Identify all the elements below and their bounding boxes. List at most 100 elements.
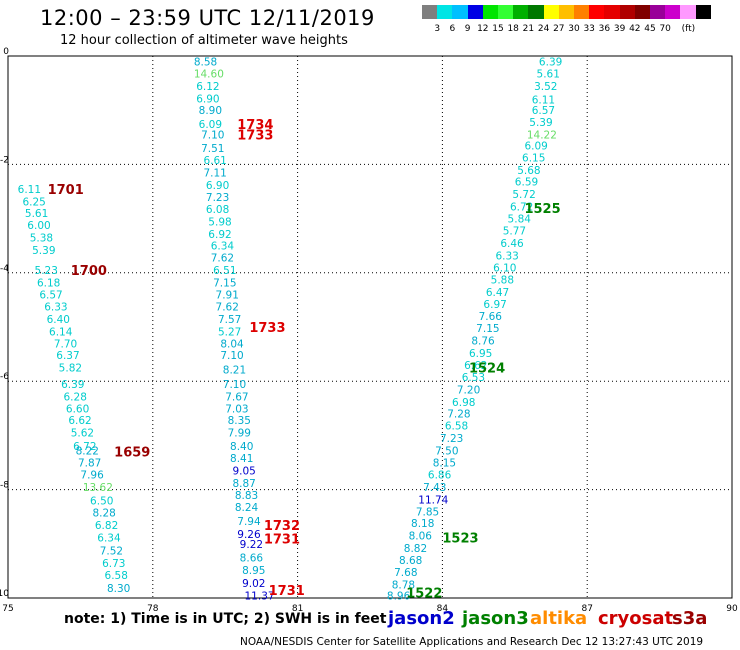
wave-height-value: 8.58: [194, 56, 217, 68]
wave-height-value: 7.20: [457, 384, 480, 396]
wave-height-value: 8.18: [411, 518, 434, 530]
wave-height-value: 7.10: [220, 350, 243, 362]
colorbar-label: 45: [644, 24, 656, 34]
wave-height-value: 6.10: [493, 262, 516, 274]
colorbar-swatch: [482, 5, 498, 19]
wave-height-value: 6.15: [522, 152, 545, 164]
wave-height-value: 6.60: [66, 403, 89, 415]
wave-height-value: 6.58: [105, 570, 128, 582]
wave-height-value: 6.25: [22, 196, 45, 208]
colorbar-swatch: [650, 5, 666, 19]
wave-height-value: 5.61: [25, 208, 48, 220]
wave-height-value: 8.04: [220, 338, 244, 350]
colorbar-swatch: [634, 5, 650, 19]
wave-height-value: 7.70: [54, 338, 77, 350]
x-tick-label: 75: [2, 604, 13, 614]
wave-height-value: 5.62: [71, 428, 94, 440]
y-tick-label: 0: [3, 47, 9, 57]
wave-height-value: 13.62: [83, 482, 113, 494]
colorbar-swatch: [604, 5, 620, 19]
pass-time-label: 1732: [264, 519, 300, 534]
colorbar-label: 15: [492, 24, 504, 34]
wave-height-value: 8.68: [399, 555, 422, 567]
wave-height-value: 8.66: [240, 552, 264, 564]
wave-height-value: 6.39: [61, 379, 84, 391]
wave-height-value: 8.96: [387, 590, 411, 602]
wave-height-value: 5.39: [529, 117, 552, 129]
wave-height-value: 8.24: [235, 502, 259, 514]
wave-height-value: 6.82: [95, 520, 118, 532]
colorbar-label: 70: [659, 24, 671, 34]
wave-height-value: 5.61: [537, 68, 560, 80]
pass-time-label: 1525: [524, 202, 560, 217]
colorbar-swatch: [558, 5, 574, 19]
wave-height-value: 8.90: [199, 105, 222, 117]
pass-time-label: 1731: [269, 584, 305, 599]
wave-height-value: 7.62: [211, 253, 234, 265]
wave-height-value: 6.97: [483, 299, 506, 311]
wave-height-value: 6.86: [428, 469, 452, 481]
wave-height-value: 7.28: [447, 409, 470, 421]
colorbar-label: 33: [583, 24, 595, 34]
wave-height-value: 6.47: [486, 287, 509, 299]
wave-height-value: 6.58: [445, 421, 468, 433]
colorbar-label: 42: [629, 24, 641, 34]
pass-time-label: 1659: [114, 446, 150, 461]
x-tick-label: 84: [437, 604, 449, 614]
wave-height-value: 6.59: [515, 177, 538, 189]
colorbar-label: 27: [553, 24, 565, 34]
pass-time-label: 1524: [469, 362, 505, 377]
wave-height-value: 9.26: [237, 529, 261, 541]
wave-height-value: 7.94: [237, 516, 261, 528]
legend-jason3: jason3: [462, 608, 529, 629]
wave-height-value: 8.22: [76, 446, 99, 458]
wave-height-value: 8.28: [92, 507, 115, 519]
wave-height-value: 6.90: [206, 180, 229, 192]
wave-height-value: 8.76: [471, 336, 495, 348]
wave-height-value: 6.34: [97, 532, 121, 544]
wave-height-value: 6.40: [47, 314, 70, 326]
wave-height-value: 6.09: [199, 119, 222, 131]
colorbar-swatch: [665, 5, 681, 19]
wave-height-value: 6.62: [464, 360, 487, 372]
wave-height-value: 8.87: [232, 478, 255, 490]
wave-height-value: 5.82: [59, 363, 82, 375]
wave-height-value: 8.82: [404, 543, 427, 555]
wave-height-value: 5.39: [32, 245, 55, 257]
chart-title: 12:00 – 23:59 UTC 12/11/2019: [40, 6, 375, 30]
x-tick-label: 87: [581, 604, 592, 614]
wave-height-value: 6.33: [495, 250, 518, 262]
wave-height-value: 7.43: [423, 482, 446, 494]
wave-height-value: 7.66: [479, 311, 503, 323]
colorbar-swatch: [619, 5, 635, 19]
wave-height-value: 6.28: [64, 391, 87, 403]
colorbar-swatch: [513, 5, 529, 19]
colorbar-label: 3: [434, 24, 441, 34]
wave-height-value: 14.22: [527, 130, 557, 142]
wave-height-value: 7.50: [435, 446, 458, 458]
wave-height-value: 8.30: [107, 583, 130, 595]
legend-s3a: s3a: [672, 608, 708, 629]
wave-height-value: 7.51: [201, 143, 224, 155]
y-tick-label: -6: [0, 372, 9, 382]
wave-height-value: 6.92: [208, 229, 231, 241]
wave-height-value: 7.67: [225, 391, 248, 403]
colorbar-label: 6: [449, 24, 456, 34]
footnote: note: 1) Time is in UTC; 2) SWH is in fe…: [64, 611, 387, 627]
wave-height-value: 6.08: [206, 204, 229, 216]
wave-height-value: 6.14: [49, 326, 73, 338]
wave-height-value: 6.37: [56, 350, 79, 362]
wave-height-value: 7.23: [206, 192, 229, 204]
colorbar-label: 21: [522, 24, 535, 34]
wave-height-value: 7.57: [218, 314, 241, 326]
pass-time-label: 1734: [237, 118, 273, 133]
wave-height-value: 6.33: [44, 301, 67, 313]
wave-height-value: 8.41: [230, 453, 253, 465]
wave-height-value: 7.99: [228, 428, 251, 440]
wave-height-value: 8.40: [230, 441, 253, 453]
wave-height-value: 7.87: [78, 458, 101, 470]
wave-height-value: 11.74: [418, 494, 448, 506]
x-tick-label: 90: [726, 604, 738, 614]
colorbar-swatch: [452, 5, 468, 19]
chart-subtitle: 12 hour collection of altimeter wave hei…: [60, 33, 348, 48]
